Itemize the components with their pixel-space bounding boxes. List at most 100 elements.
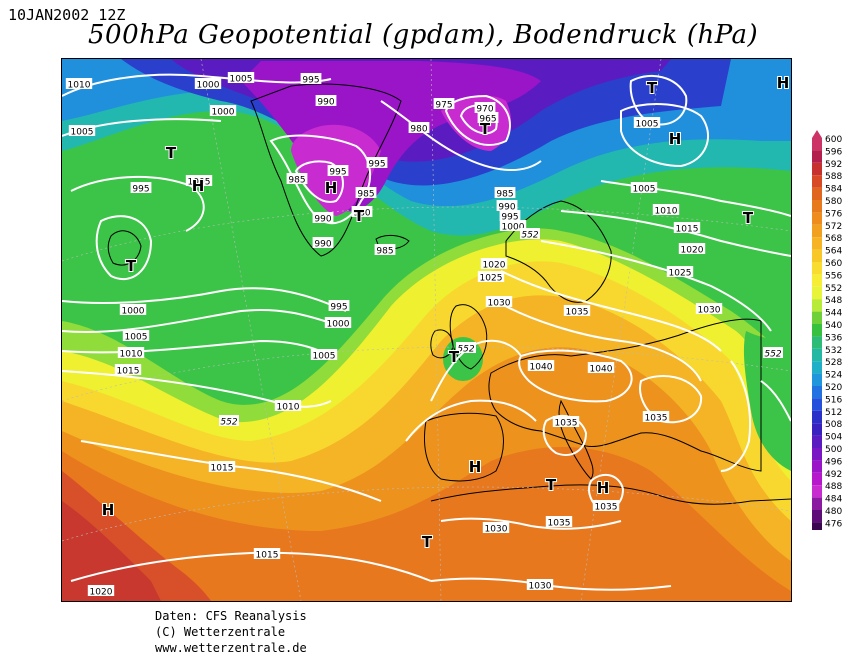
isobar [560, 210, 791, 257]
pressure-label: 995 [330, 303, 347, 313]
colorbar-swatch [812, 262, 822, 275]
pressure-label: 990 [498, 203, 515, 213]
colorbar-swatch [812, 373, 822, 386]
pressure-label-box [327, 165, 349, 176]
isobar [380, 100, 542, 172]
colorbar-swatch [812, 324, 822, 337]
geopotential-label-box [219, 415, 239, 426]
geopotential-label: 552 [220, 418, 237, 428]
pressure-label: 985 [496, 190, 513, 200]
british-isles-coast [449, 304, 488, 370]
pressure-label-box [477, 112, 499, 123]
colorbar-label: 560 [825, 259, 842, 269]
colorbar-label: 512 [825, 408, 842, 418]
high-pressure-marker: H [325, 179, 338, 197]
colorbar-label: 492 [825, 470, 842, 480]
pressure-label-box [633, 117, 661, 128]
pressure-label-box [117, 347, 145, 358]
isobar [269, 134, 372, 225]
isobar [70, 551, 432, 582]
low-pressure-marker: T [546, 476, 557, 494]
colorbar-swatch [812, 448, 822, 461]
high-pressure-marker: H [469, 458, 482, 476]
isobar [620, 103, 710, 168]
greenland-coast [250, 83, 402, 257]
isobar [500, 270, 722, 352]
pressure-label: 970 [476, 105, 493, 115]
pressure-label-box [227, 72, 255, 83]
colorbar-label: 592 [825, 160, 842, 170]
colorbar-label: 508 [825, 420, 842, 430]
pressure-label-box [312, 212, 334, 223]
pressure-label: 965 [479, 115, 496, 125]
pressure-label-box [485, 296, 513, 307]
newfoundland-coast [107, 230, 142, 266]
isobar [405, 399, 537, 442]
isobar [518, 349, 633, 403]
pressure-label-box [433, 98, 455, 109]
pressure-label: 995 [368, 160, 385, 170]
pressure-label-box [130, 182, 152, 193]
pressure-label-box [673, 222, 701, 233]
pressure-label: 1005 [230, 75, 253, 85]
isobar [444, 94, 511, 146]
colorbar-label: 576 [825, 209, 842, 219]
colorbar-swatch [812, 286, 822, 300]
pressure-label: 1010 [120, 350, 143, 360]
pressure-label: 1040 [590, 365, 613, 375]
colorbar-label: 596 [825, 147, 842, 157]
ireland-coast [430, 329, 454, 359]
low-pressure-marker: T [422, 533, 433, 551]
colorbar-swatch [812, 249, 822, 262]
colorbar-label: 524 [825, 371, 842, 381]
pressure-label-box [499, 220, 527, 231]
pressure-label: 985 [376, 247, 393, 257]
pressure-label: 1035 [595, 503, 618, 513]
colorbar-swatch [812, 423, 822, 436]
colorbar-label: 540 [825, 321, 842, 331]
colorbar-swatch [812, 138, 822, 151]
height-band-right [743, 331, 791, 471]
pressure-label: 985 [288, 176, 305, 186]
isobar [440, 517, 622, 530]
colorbar-swatch [812, 410, 822, 424]
pressure-label: 1035 [548, 519, 571, 529]
pressure-label: 1000 [327, 320, 350, 330]
pressure-label: 1030 [488, 299, 511, 309]
isobar [62, 73, 332, 97]
pressure-label: 1010 [655, 207, 678, 217]
pressure-label-box [563, 305, 591, 316]
colorbar-swatch [812, 336, 822, 349]
colorbar-label: 544 [825, 309, 842, 319]
pressure-label: 1025 [669, 269, 692, 279]
north-africa-coast [430, 484, 791, 505]
pressure-label: 1000 [212, 108, 235, 118]
pressure-label: 985 [357, 190, 374, 200]
colorbar-label: 564 [825, 247, 842, 257]
pressure-label: 975 [435, 101, 452, 111]
pressure-label: 990 [314, 240, 331, 250]
pressure-label-box [324, 317, 352, 328]
colorbar-top-arrow [812, 130, 822, 138]
geopotential-label-box [520, 228, 540, 239]
pressure-label: 980 [353, 209, 370, 219]
pressure-label: 1030 [529, 582, 552, 592]
pressure-label-box [592, 500, 620, 511]
data-source: Daten: CFS Reanalysis [155, 609, 307, 623]
colorbar-swatch [812, 311, 822, 324]
colorbar-label: 552 [825, 284, 842, 294]
pressure-label: 1015 [211, 464, 234, 474]
pressure-label-box [642, 411, 670, 422]
colorbar-label: 568 [825, 234, 842, 244]
low-pressure-marker: T [166, 144, 177, 162]
isobar [62, 339, 332, 357]
high-pressure-marker: H [102, 501, 115, 519]
copyright: (C) Wetterzentrale [155, 625, 286, 639]
pressure-label-box [482, 522, 510, 533]
colorbar-label: 496 [825, 457, 842, 467]
colorbar-label: 476 [825, 519, 842, 529]
pressure-label: 1015 [676, 225, 699, 235]
pressure-label: 1015 [117, 367, 140, 377]
pressure-label: 1025 [480, 274, 503, 284]
